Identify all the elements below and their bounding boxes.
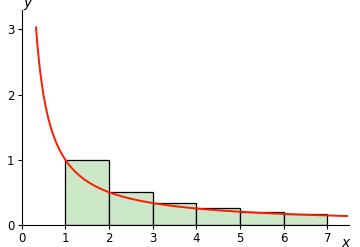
Bar bbox=[284, 214, 327, 225]
Bar bbox=[153, 203, 196, 225]
Text: y: y bbox=[24, 0, 32, 10]
Text: x: x bbox=[341, 236, 349, 247]
Bar bbox=[65, 160, 109, 225]
Bar bbox=[196, 208, 240, 225]
Bar bbox=[109, 192, 153, 225]
Bar bbox=[240, 212, 284, 225]
